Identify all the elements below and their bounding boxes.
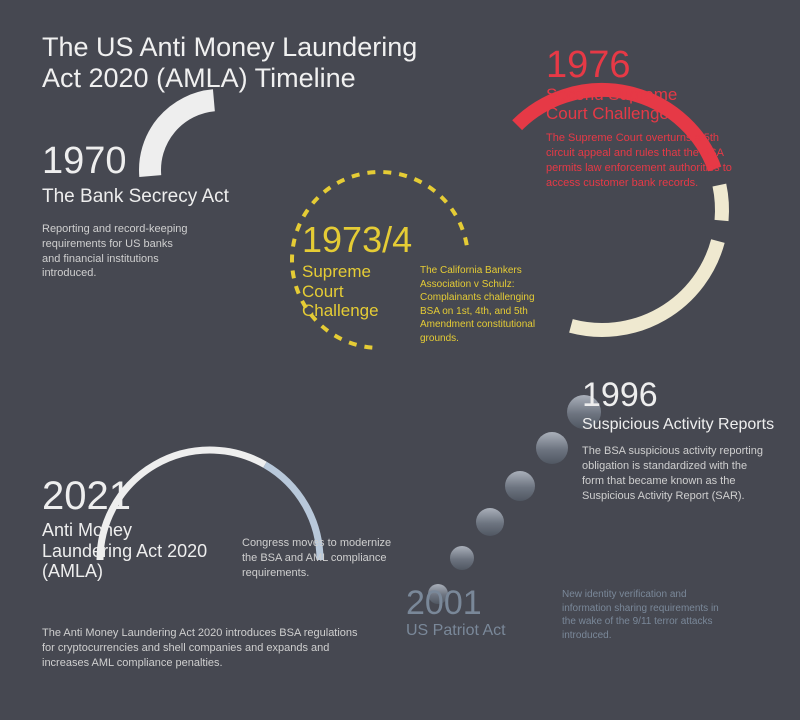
body-1976: The Supreme Court overturns a 5th circui… bbox=[546, 131, 746, 190]
year-1970: 1970 bbox=[42, 142, 232, 180]
label-1973: Supreme Court Challenge bbox=[302, 262, 402, 321]
event-2021: 2021 Anti Money Laundering Act 2020 (AML… bbox=[42, 476, 392, 671]
year-1976: 1976 bbox=[546, 46, 766, 84]
page-title: The US Anti Money Laundering Act 2020 (A… bbox=[42, 32, 422, 94]
year-1996: 1996 bbox=[582, 378, 782, 412]
label-1970: The Bank Secrecy Act bbox=[42, 186, 232, 208]
body-1970: Reporting and record-keeping requirement… bbox=[42, 222, 192, 281]
year-2021: 2021 bbox=[42, 476, 392, 516]
event-2001: 2001 US Patriot Act New identity verific… bbox=[406, 586, 746, 640]
event-1976: 1976 Second Supreme Court Challenge The … bbox=[546, 46, 766, 191]
event-1973: 1973/4 Supreme Court Challenge The Calif… bbox=[302, 222, 542, 321]
label-1996: Suspicious Activity Reports bbox=[582, 416, 782, 434]
label-2021: Anti Money Laundering Act 2020 (AMLA) bbox=[42, 520, 222, 582]
body-inset-2021: Congress moves to modernize the BSA and … bbox=[242, 536, 392, 581]
label-1976: Second Supreme Court Challenge bbox=[546, 86, 716, 123]
body-2001: New identity verification and informatio… bbox=[562, 588, 732, 642]
body-1996: The BSA suspicious activity reporting ob… bbox=[582, 444, 772, 503]
body-2021: The Anti Money Laundering Act 2020 intro… bbox=[42, 626, 372, 671]
event-1996: 1996 Suspicious Activity Reports The BSA… bbox=[582, 378, 782, 504]
body-1973: The California Bankers Association v Sch… bbox=[420, 264, 550, 345]
year-1973: 1973/4 bbox=[302, 222, 542, 258]
event-1970: 1970 The Bank Secrecy Act Reporting and … bbox=[42, 142, 232, 281]
